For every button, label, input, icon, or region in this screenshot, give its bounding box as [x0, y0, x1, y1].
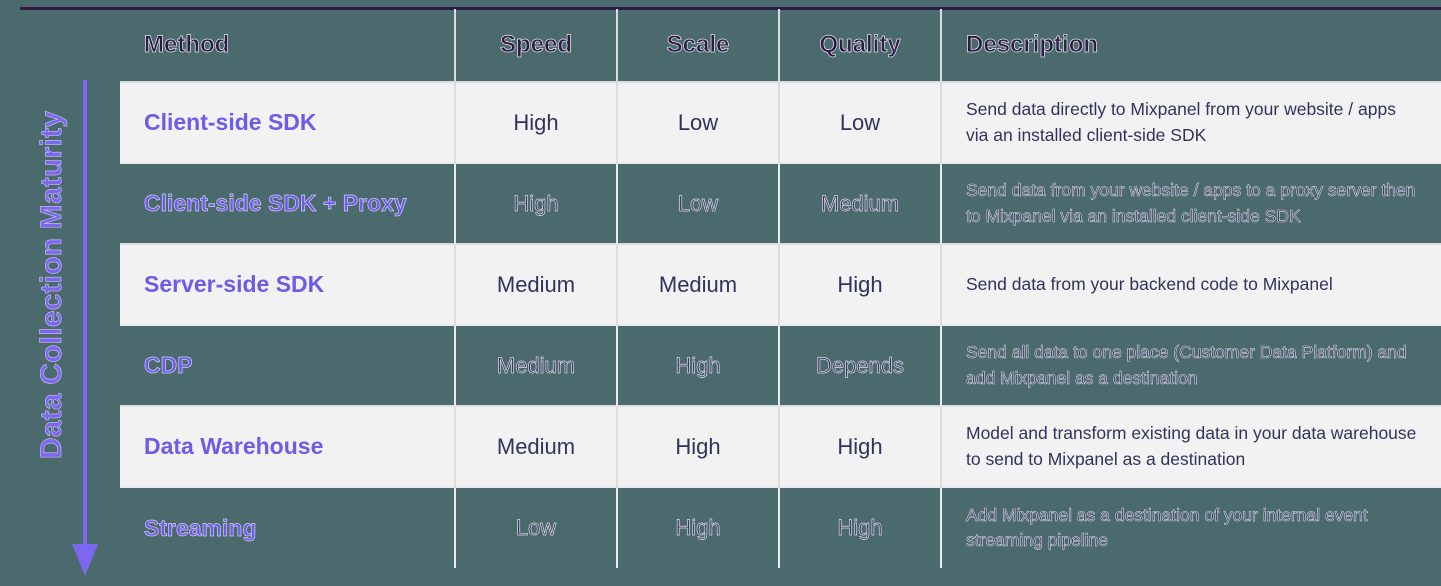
cell-description: Send all data to one place (Customer Dat…	[941, 324, 1441, 406]
cell-quality: Low	[779, 81, 942, 163]
table-row: Server-side SDK Medium Medium High Send data…	[120, 243, 1441, 325]
cell-description: Model and transform existing data in you…	[941, 405, 1441, 487]
cell-scale: Low	[617, 162, 780, 244]
cell-method: Server-side SDK	[120, 243, 456, 325]
cell-description: Send data from your website / apps to a …	[941, 162, 1441, 244]
table-row: Client-side SDK High Low Low Send data direc…	[120, 81, 1441, 163]
table-row: CDP Medium High Depends Send all data to one…	[120, 324, 1441, 406]
cell-scale: High	[617, 405, 780, 487]
cell-scale: Low	[617, 81, 780, 163]
cell-scale: Medium	[617, 243, 780, 325]
cell-method: Client-side SDK	[120, 81, 456, 163]
cell-method: CDP	[120, 324, 456, 406]
cell-speed: High	[455, 81, 618, 163]
axis-arrow-down-icon	[72, 544, 98, 576]
column-header-speed: Speed	[455, 9, 618, 82]
table-header: Method Speed Scale Quality Description	[120, 9, 1441, 82]
column-header-description: Description	[966, 31, 1099, 59]
cell-quality: Medium	[779, 162, 942, 244]
cell-method: Streaming	[120, 486, 456, 568]
cell-method: Data Warehouse	[120, 405, 456, 487]
table-row: Data Warehouse Medium High High Model and tr…	[120, 405, 1441, 487]
maturity-axis: Data Collection Maturity	[0, 0, 120, 586]
column-header-scale: Scale	[617, 9, 780, 82]
cell-speed: High	[455, 162, 618, 244]
cell-speed: Low	[455, 486, 618, 568]
cell-scale: High	[617, 324, 780, 406]
table-row: Client-side SDK + Proxy High Low Medium Send…	[120, 162, 1441, 244]
column-header-quality: Quality	[779, 9, 942, 82]
cell-speed: Medium	[455, 405, 618, 487]
cell-quality: Depends	[779, 324, 942, 406]
cell-speed: Medium	[455, 243, 618, 325]
cell-description: Add Mixpanel as a destination of your in…	[941, 486, 1441, 568]
cell-quality: High	[779, 405, 942, 487]
table-body: Client-side SDK High Low Low Send data direc…	[120, 81, 1441, 568]
table-header-row: Method Speed Scale Quality Description	[120, 9, 1441, 82]
cell-quality: High	[779, 243, 942, 325]
top-divider-rule	[20, 7, 1441, 10]
axis-label-data-collection-maturity: Data Collection Maturity	[35, 110, 69, 460]
axis-arrow-line	[83, 80, 87, 547]
cell-method: Client-side SDK + Proxy	[120, 162, 456, 244]
cell-scale: High	[617, 486, 780, 568]
cell-quality: High	[779, 486, 942, 568]
column-header-method: Method	[120, 9, 456, 82]
cell-description: Send data from your backend code to Mixp…	[941, 243, 1441, 325]
cell-description: Send data directly to Mixpanel from your…	[941, 81, 1441, 163]
cell-speed: Medium	[455, 324, 618, 406]
table-row: Streaming Low High High Add Mixpanel as a de…	[120, 486, 1441, 568]
data-collection-methods-table: Method Speed Scale Quality Description C…	[120, 9, 1441, 568]
